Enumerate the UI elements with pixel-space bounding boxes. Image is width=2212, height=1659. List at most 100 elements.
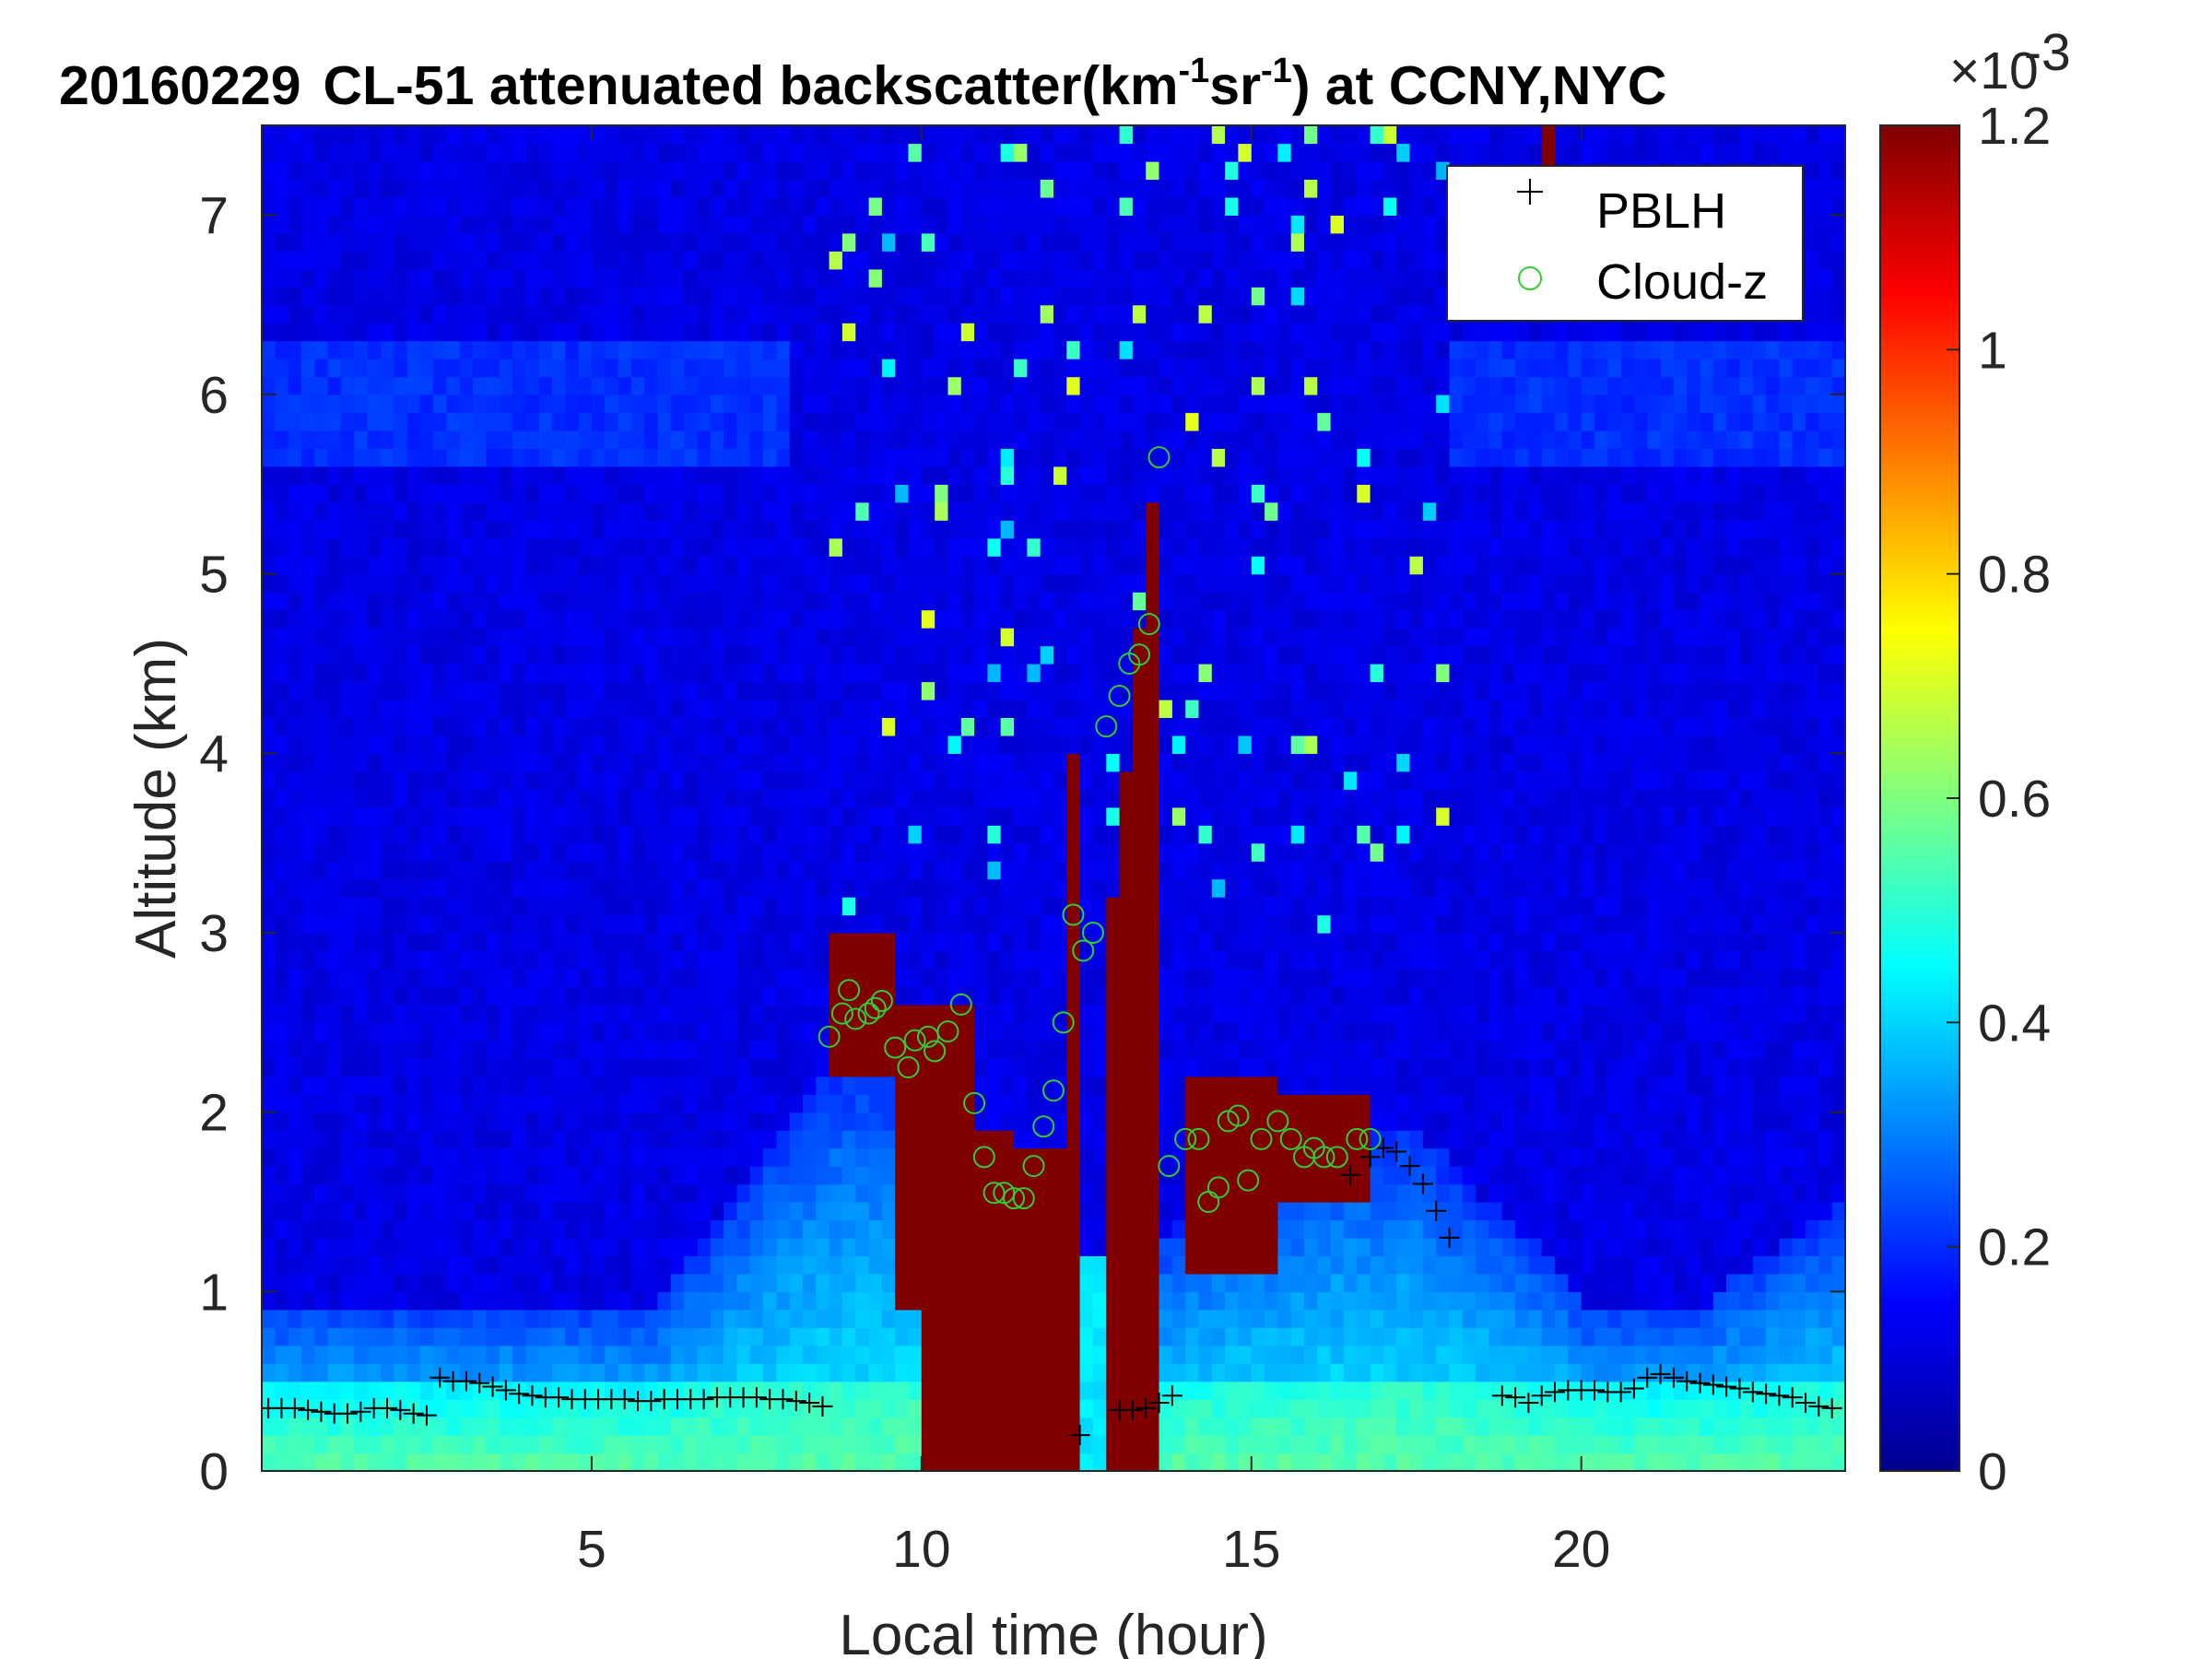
heatmap-cell <box>657 1291 672 1311</box>
heatmap-cell <box>684 520 698 539</box>
heatmap-cell <box>1132 1076 1147 1095</box>
heatmap-cell <box>697 789 712 808</box>
heatmap-cell <box>908 861 923 880</box>
heatmap-cell <box>552 1004 566 1023</box>
heatmap-cell <box>657 484 672 503</box>
heatmap-cell <box>367 1112 382 1131</box>
heatmap-cell <box>1093 950 1107 970</box>
heatmap-cell <box>855 1022 870 1041</box>
heatmap-cell <box>763 125 777 145</box>
heatmap-cell <box>486 897 500 916</box>
heatmap-cell <box>960 1183 975 1203</box>
heatmap-cell <box>275 628 289 647</box>
heatmap-cell <box>644 735 659 754</box>
heatmap-cell <box>340 1004 355 1023</box>
heatmap-cell <box>1066 1453 1081 1471</box>
heatmap-cell <box>419 215 434 234</box>
heatmap-cell <box>670 1327 685 1347</box>
heatmap-cell <box>459 1040 474 1059</box>
heatmap-cell <box>960 287 975 306</box>
heatmap-cell <box>868 1130 883 1149</box>
heatmap-cell <box>406 501 421 521</box>
heatmap-cell <box>1079 1022 1094 1041</box>
heatmap-cell <box>829 789 843 808</box>
heatmap-cell <box>776 232 791 252</box>
heatmap-cell <box>578 484 593 503</box>
heatmap-cell <box>473 1255 487 1275</box>
heatmap-cell <box>618 699 632 718</box>
heatmap-cell <box>816 1309 830 1328</box>
heatmap-cell <box>670 465 685 485</box>
heatmap-cell <box>512 699 526 718</box>
heatmap-cell <box>1040 753 1054 772</box>
heatmap-cell <box>935 933 949 952</box>
heatmap-cell <box>960 1004 975 1023</box>
heatmap-cell <box>486 1004 500 1023</box>
heatmap-cell <box>618 1417 632 1436</box>
heatmap-cell <box>538 592 553 611</box>
heatmap-cell <box>394 1202 408 1221</box>
heatmap-cell <box>486 1219 500 1239</box>
heatmap-cell <box>394 465 408 485</box>
heatmap-cell <box>1093 878 1107 898</box>
heatmap-cell <box>419 376 434 395</box>
heatmap-cell <box>314 1381 329 1400</box>
heatmap-cell <box>605 717 619 736</box>
heatmap-cell <box>354 1022 369 1041</box>
heatmap-cell <box>684 1273 698 1292</box>
heatmap-cell <box>776 1112 791 1131</box>
heatmap-cell <box>789 376 804 395</box>
heatmap-cell <box>433 501 447 521</box>
heatmap-cell <box>578 1255 593 1275</box>
heatmap-cell <box>670 160 685 180</box>
heatmap-cell <box>512 1202 526 1221</box>
heatmap-cell <box>419 717 434 736</box>
heatmap-cell <box>974 1219 988 1239</box>
heatmap-cell <box>630 143 645 162</box>
heatmap-cell <box>1027 1363 1041 1382</box>
heatmap-cell <box>749 429 764 449</box>
heatmap-cell <box>829 825 843 844</box>
heatmap-cell <box>591 251 606 270</box>
heatmap-cell <box>354 215 369 234</box>
heatmap-cell <box>855 914 870 934</box>
heatmap-cell <box>1027 1147 1041 1167</box>
heatmap-cell <box>816 323 830 342</box>
heatmap-cell <box>406 717 421 736</box>
heatmap-cell <box>525 232 540 252</box>
heatmap-cell <box>473 717 487 736</box>
heatmap-cell <box>749 268 764 288</box>
heatmap-cell <box>644 1453 659 1471</box>
heatmap-cell <box>1079 1399 1094 1418</box>
heatmap-cell <box>697 1040 712 1059</box>
heatmap-cell <box>803 359 817 378</box>
heatmap-cell <box>262 1022 276 1041</box>
heatmap-cell <box>749 628 764 647</box>
heatmap-cell <box>947 215 962 234</box>
heatmap-cell <box>935 1453 949 1471</box>
heatmap-cell <box>1106 160 1121 180</box>
heatmap-cell <box>710 1094 724 1113</box>
heatmap-cell <box>710 1219 724 1239</box>
heatmap-cell <box>367 1094 382 1113</box>
heatmap-cell <box>670 376 685 395</box>
heatmap-cell <box>340 1147 355 1167</box>
heatmap-cell <box>1040 986 1054 1006</box>
heatmap-cell <box>960 573 975 593</box>
heatmap-cell <box>749 1453 764 1471</box>
heatmap-cell <box>816 645 830 665</box>
heatmap-cell <box>1106 825 1121 844</box>
heatmap-cell <box>380 842 394 862</box>
heatmap-cell <box>486 232 500 252</box>
heatmap-cell <box>841 1291 856 1311</box>
heatmap-cell <box>618 1076 632 1095</box>
heatmap-cell <box>1027 1399 1041 1418</box>
heatmap-cell <box>841 1273 856 1292</box>
heatmap-cell <box>1106 861 1121 880</box>
heatmap-cell <box>908 1327 923 1347</box>
heatmap-cell <box>459 484 474 503</box>
heatmap-cell <box>300 771 315 790</box>
heatmap-cell <box>1119 842 1134 862</box>
heatmap-cell <box>591 664 606 683</box>
heatmap-cell <box>921 537 935 557</box>
